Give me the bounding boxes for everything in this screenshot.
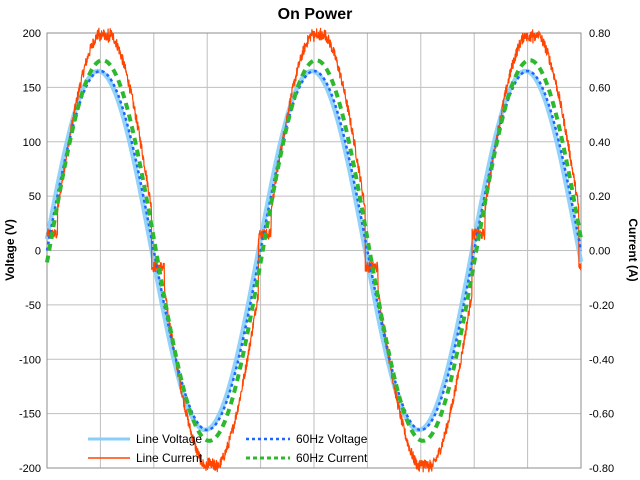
y-tick-label: 200 (23, 28, 41, 40)
series-group (44, 27, 584, 473)
y-tick-label: -150 (19, 409, 41, 421)
y-axis-title: Voltage (V) (3, 219, 17, 281)
y-tick-label: -50 (25, 300, 41, 312)
legend-label-line-current: Line Current (136, 451, 203, 465)
y-tick-label: 50 (29, 191, 41, 203)
y2-tick-label: -0.40 (589, 354, 614, 366)
y2-tick-label: 0.60 (589, 82, 610, 94)
grid (47, 32, 581, 469)
y-tick-label: 100 (23, 137, 41, 149)
y-tick-label: 150 (23, 82, 41, 94)
y-tick-label: -200 (19, 463, 41, 475)
y2-tick-label: 0.80 (589, 28, 610, 40)
series-60hz-current (45, 58, 583, 443)
y-tick-label: 0 (35, 246, 41, 258)
y-tick-label: -100 (19, 354, 41, 366)
y-axis-ticks: 200 150 100 50 0 -50 -100 -150 -200 (19, 28, 41, 475)
y2-tick-label: -0.60 (589, 409, 614, 421)
y2-axis-title: Current (A) (626, 218, 640, 281)
y2-tick-label: 0.00 (589, 246, 610, 258)
chart-title: On Power (278, 6, 353, 23)
y2-tick-label: 0.20 (589, 191, 610, 203)
legend-label-60hz-current: 60Hz Current (296, 451, 368, 465)
y2-tick-label: -0.20 (589, 300, 614, 312)
y2-axis-ticks: 0.80 0.60 0.40 0.20 0.00 -0.20 -0.40 -0.60 -0.80 (589, 28, 614, 475)
y2-tick-label: 0.40 (589, 137, 610, 149)
y2-tick-label: -0.80 (589, 463, 614, 475)
legend: Line Voltage 60Hz Voltage Line Current 6… (88, 432, 368, 465)
series-60hz-voltage (45, 69, 583, 432)
legend-label-60hz-voltage: 60Hz Voltage (296, 432, 368, 446)
legend-label-line-voltage: Line Voltage (136, 432, 202, 446)
